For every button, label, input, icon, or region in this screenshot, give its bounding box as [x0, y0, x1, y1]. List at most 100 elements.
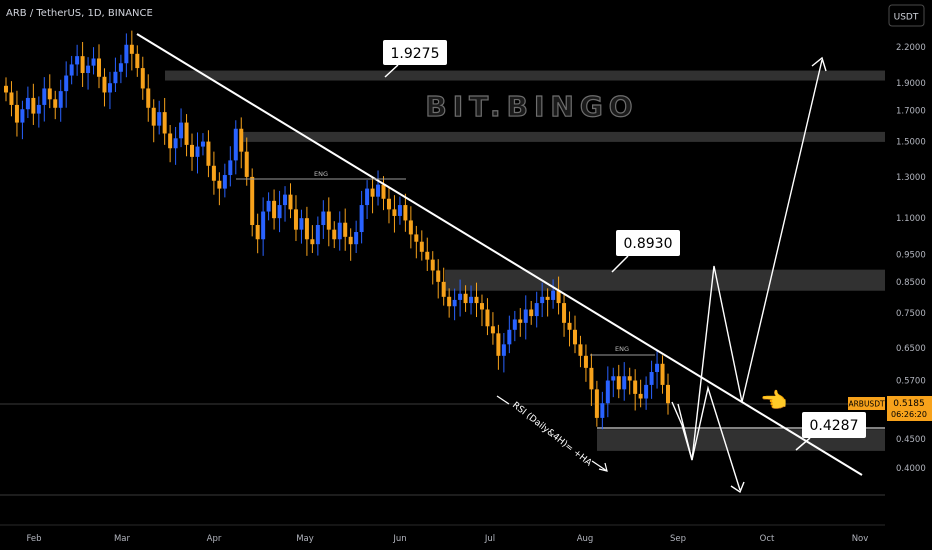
price-tick-label: 0.7500	[896, 309, 926, 319]
candle-body	[9, 92, 14, 105]
price-tick-label: 0.6500	[896, 344, 926, 354]
candle-body	[545, 296, 550, 300]
candle-body	[299, 218, 304, 230]
chart-drawings	[136, 33, 863, 494]
candle-body	[556, 290, 561, 304]
time-axis-ticks: Feb Mar Apr May Jun Jul Aug Sep Oct Nov	[26, 534, 868, 544]
candle-body	[129, 44, 134, 54]
time-tick-label: Feb	[26, 534, 41, 544]
candle-body	[157, 112, 162, 126]
time-tick-label: Jul	[484, 534, 495, 544]
candle-body	[469, 296, 474, 304]
price-tick-label: 1.1000	[896, 214, 926, 224]
candle-body	[53, 99, 58, 108]
candle-body	[113, 71, 118, 84]
time-tick-label: Aug	[577, 534, 594, 544]
candle-body	[337, 222, 342, 240]
candle-body	[14, 104, 19, 123]
candle-body	[288, 194, 293, 210]
candle-body	[80, 56, 85, 74]
candle-body	[408, 220, 413, 235]
candle-body	[42, 88, 47, 105]
candle-body	[655, 363, 660, 373]
candle-body	[4, 85, 8, 93]
candle-body	[348, 236, 353, 245]
candle-body	[118, 63, 123, 72]
candle-body	[414, 234, 419, 242]
candle-body	[64, 75, 69, 92]
downtrend-line	[136, 33, 863, 476]
candle-body	[239, 128, 244, 152]
current-price-value: 0.5185	[893, 399, 925, 409]
currency-button[interactable]	[888, 4, 925, 27]
candle-body	[633, 380, 638, 394]
candle-body	[266, 200, 271, 212]
candle-body	[496, 333, 501, 356]
candle-body	[419, 241, 424, 252]
candle-body	[562, 303, 567, 323]
callout-2: 0.8930	[611, 230, 680, 273]
candle-body	[206, 141, 211, 166]
candle-body	[479, 303, 484, 310]
time-tick-label: Mar	[114, 534, 131, 544]
pointing-hand-icon: 👈	[760, 388, 787, 414]
candle-body	[146, 88, 151, 108]
candle-body	[490, 326, 495, 334]
eng-label-2: ENG	[615, 345, 629, 353]
candle-body	[436, 270, 441, 282]
candle-body	[627, 376, 632, 381]
candle-body	[135, 53, 140, 69]
price-tick-label: 0.4500	[896, 435, 926, 445]
candle-body	[501, 344, 506, 356]
candle-body	[168, 133, 173, 149]
candle-body	[91, 58, 96, 66]
callout-1: 1.9275	[383, 40, 447, 78]
candle-body	[666, 384, 670, 404]
candle-body	[523, 309, 528, 323]
candle-body	[507, 329, 512, 345]
rsi-arrow-tail	[496, 395, 510, 405]
candle-body	[359, 205, 364, 233]
candle-body	[200, 141, 205, 147]
candle-body	[425, 251, 430, 260]
candle-body	[447, 296, 452, 307]
candle-body	[75, 56, 80, 65]
candle-body	[255, 225, 260, 240]
rsi-arrowhead	[598, 462, 608, 472]
candle-body	[36, 104, 41, 114]
candle-body	[534, 303, 539, 317]
candle-body	[518, 319, 523, 323]
candle-body	[179, 122, 184, 139]
candle-body	[244, 151, 249, 177]
candle-body	[458, 293, 463, 300]
rsi-arrow-shaft	[591, 460, 608, 472]
candle-body	[283, 194, 288, 206]
price-zone	[240, 131, 885, 142]
price-tick-label: 1.7000	[896, 107, 926, 117]
time-tick-label: Sep	[670, 534, 686, 544]
candle-body	[124, 44, 129, 64]
projection-path-down	[677, 385, 741, 491]
callout-3: 0.4287	[795, 412, 866, 451]
projection-path-up	[671, 59, 823, 461]
candle-body	[332, 229, 337, 240]
candle-body	[567, 322, 572, 330]
arrowhead-down	[730, 481, 745, 494]
candle-body	[211, 165, 216, 181]
candle-body	[594, 389, 599, 418]
candle-body	[190, 144, 195, 157]
candle-body	[173, 138, 178, 149]
candle-body	[58, 91, 63, 108]
time-tick-label: Apr	[207, 534, 222, 544]
candle-body	[589, 367, 594, 390]
current-price-tag	[887, 396, 932, 421]
candle-body	[529, 309, 534, 317]
candle-body	[605, 380, 610, 404]
price-tick-label: 2.2000	[896, 43, 926, 53]
candle-body	[20, 109, 25, 123]
candle-body	[611, 376, 616, 381]
candle-body	[69, 64, 74, 76]
candle-body	[649, 372, 654, 385]
price-tick-label: 1.3000	[896, 173, 926, 183]
